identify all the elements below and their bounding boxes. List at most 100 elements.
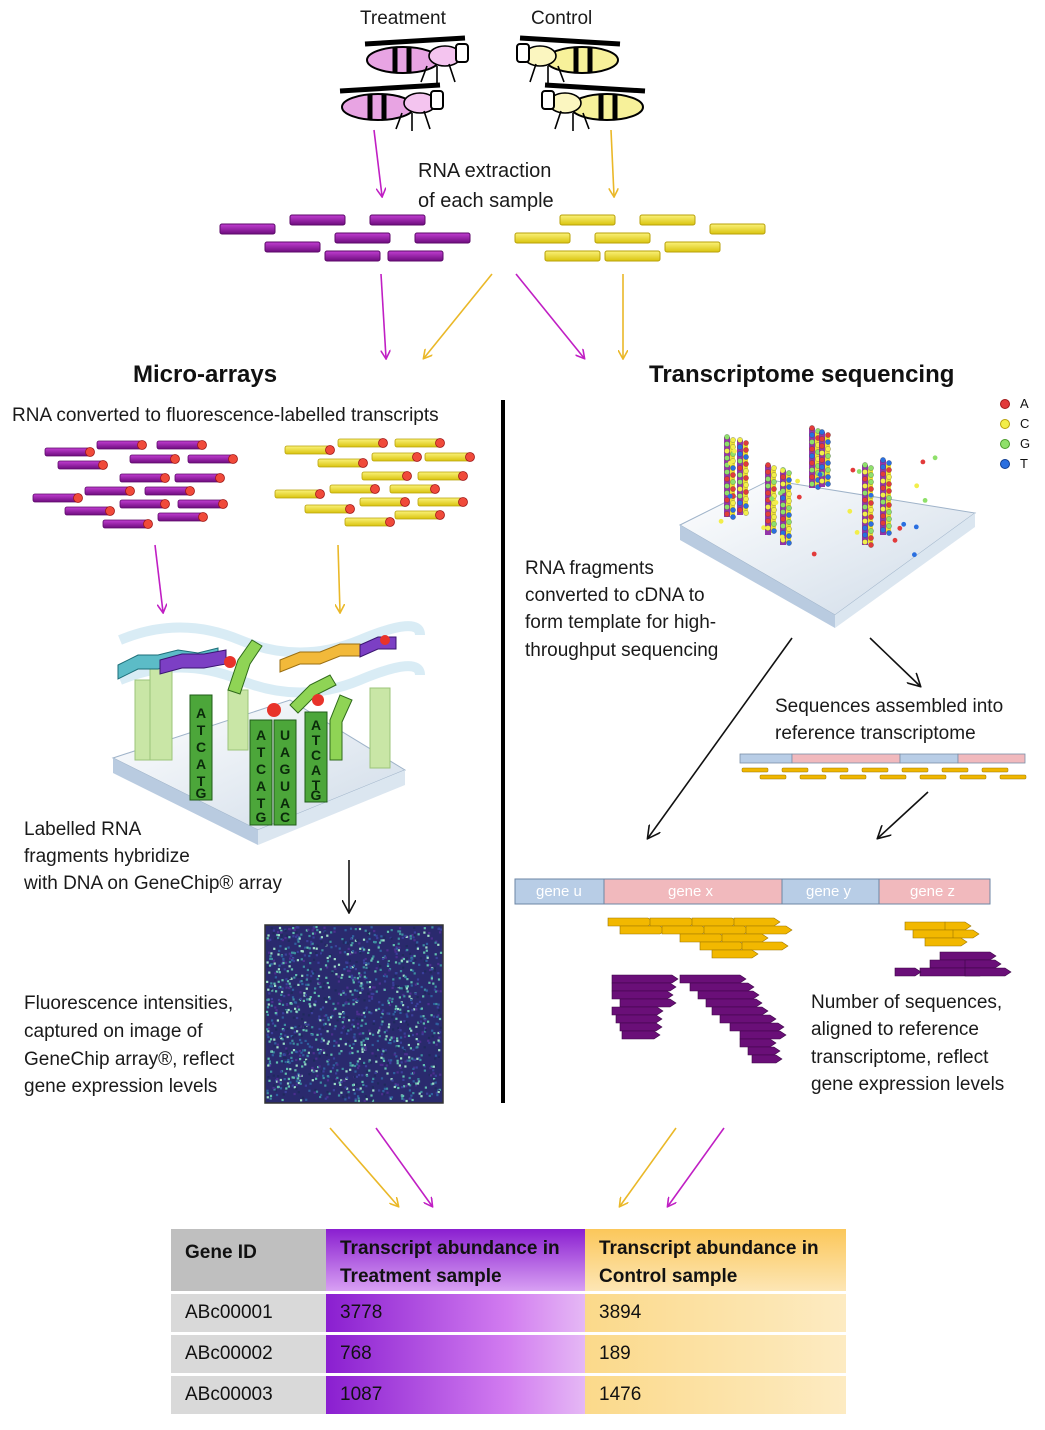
probe-letter-column-mid: G xyxy=(256,809,267,825)
gene-x-label: gene x xyxy=(668,883,714,900)
treatment-flies xyxy=(339,35,469,131)
assembled-text-2: reference transcriptome xyxy=(775,723,976,744)
assembled-text-1: Sequences assembled into xyxy=(775,696,1004,717)
hybridize-text-1: Labelled RNA xyxy=(24,819,142,840)
gene-reference-bar xyxy=(514,878,991,905)
arrow xyxy=(648,637,793,838)
probe-letter-column-mid2: A xyxy=(280,744,290,760)
probe-letter: U xyxy=(280,727,290,743)
legend-item-t: T xyxy=(1000,454,1030,474)
probe-letter-column-mid: T xyxy=(257,795,266,811)
fragments-text-4: throughput sequencing xyxy=(525,640,719,661)
header-control: Transcript abundance in Control sample xyxy=(585,1229,846,1291)
probe-letter: A xyxy=(256,727,266,743)
hybridize-text-2: fragments hybridize xyxy=(24,846,190,867)
legend-dot xyxy=(1000,399,1010,409)
probe-letter-column-right: A xyxy=(311,762,321,778)
table-row: ABc00003 1087 1476 xyxy=(171,1376,846,1414)
genechip-illustration xyxy=(111,621,425,845)
arrow xyxy=(373,129,382,196)
cell-control: 1476 xyxy=(585,1376,846,1414)
microarray-heading: Micro-arrays xyxy=(133,361,278,388)
legend-item-c: C xyxy=(1000,414,1030,434)
intensities-text-2: captured on image of xyxy=(24,1021,203,1042)
probe-letter-column-mid2: C xyxy=(280,809,290,825)
arrow xyxy=(329,1127,398,1206)
table-row: ABc00001 3778 3894 xyxy=(171,1294,846,1332)
probe-letter: A xyxy=(280,744,290,760)
treatment-label: Treatment xyxy=(360,8,446,29)
gene-u-block xyxy=(514,878,605,905)
fragments-text-1: RNA fragments xyxy=(525,558,654,579)
legend-dot xyxy=(1000,459,1010,469)
legend-item-g: G xyxy=(1000,434,1030,454)
probe-letter-column-right: G xyxy=(311,787,322,803)
probe-letter: T xyxy=(197,773,206,789)
intensities-text-3: GeneChip array®, reflect xyxy=(24,1049,235,1070)
header-control-line-2: Control sample xyxy=(599,1266,738,1287)
probe-letter-column-right: A xyxy=(311,717,321,733)
aligned-text-1: Number of sequences, xyxy=(811,992,1003,1013)
table-row: ABc00002 768 189 xyxy=(171,1335,846,1373)
legend-item-a: A xyxy=(1000,394,1030,414)
arrow xyxy=(668,1127,725,1206)
probe-letter: T xyxy=(197,722,206,738)
intensities-text-1: Fluorescence intensities, xyxy=(24,993,234,1014)
gene-x-block xyxy=(603,878,783,905)
aligned-reads xyxy=(607,917,1012,1064)
hybridize-text-3: with DNA on GeneChip® array xyxy=(24,873,282,894)
arrow xyxy=(515,273,584,358)
probe-letter-column-right: T xyxy=(312,732,321,748)
probe-letter: G xyxy=(280,761,291,777)
treatment-rna-fragments xyxy=(219,214,471,262)
probe-letter: T xyxy=(257,744,266,760)
probe-letter: T xyxy=(312,732,321,748)
cell-gene-id: ABc00002 xyxy=(171,1335,326,1373)
cell-control: 3894 xyxy=(585,1294,846,1332)
aligned-text-3: transcriptome, reflect xyxy=(811,1047,989,1068)
probe-letter: A xyxy=(311,717,321,733)
legend-dot xyxy=(1000,439,1010,449)
probe-letter: T xyxy=(257,795,266,811)
extraction-label-1: RNA extraction xyxy=(418,160,552,182)
legend-label: C xyxy=(1020,416,1030,431)
gene-z-block xyxy=(878,878,991,905)
header-treatment-line-1: Transcript abundance in xyxy=(340,1238,560,1259)
fragments-text-3: form template for high- xyxy=(525,612,717,633)
probe-letter-column-mid2: A xyxy=(280,795,290,811)
aligned-text-4: gene expression levels xyxy=(811,1074,1005,1095)
header-gene-id: Gene ID xyxy=(171,1229,326,1291)
fly-icon xyxy=(364,35,469,84)
cell-gene-id: ABc00001 xyxy=(171,1294,326,1332)
probe-letter: G xyxy=(256,809,267,825)
probe-letter: C xyxy=(256,761,266,777)
legend-label: T xyxy=(1020,456,1028,471)
probe-letter: A xyxy=(311,762,321,778)
legend-dot xyxy=(1000,419,1010,429)
arrow xyxy=(620,1127,677,1206)
probe-letter-column-mid: A xyxy=(256,778,266,794)
arrow xyxy=(380,273,386,358)
fly-icon xyxy=(339,82,444,131)
reference-transcriptome-mini xyxy=(739,753,1027,780)
expression-table: Gene ID Transcript abundance in Treatmen… xyxy=(171,1226,846,1417)
probe-letter-column-mid: C xyxy=(256,761,266,777)
probe-letter-column-mid: T xyxy=(257,744,266,760)
probe-letter-column-left: T xyxy=(197,722,206,738)
gene-u-label: gene u xyxy=(536,883,582,900)
cell-treatment: 768 xyxy=(326,1335,585,1373)
probe-letter-column-mid2: U xyxy=(280,778,290,794)
probe-letter-column-mid2: U xyxy=(280,727,290,743)
cell-gene-id: ABc00003 xyxy=(171,1376,326,1414)
aligned-text-2: aligned to reference xyxy=(811,1019,979,1040)
probe-letter: C xyxy=(280,809,290,825)
probe-letter-column-right: C xyxy=(311,747,321,763)
header-treatment: Transcript abundance in Treatment sample xyxy=(326,1229,585,1291)
gene-z-label: gene z xyxy=(910,883,956,900)
probe-letter-column-mid2: G xyxy=(280,761,291,777)
nucleotide-legend: A C G T xyxy=(1000,394,1030,474)
legend-label: G xyxy=(1020,436,1031,451)
probe-letter: C xyxy=(311,747,321,763)
gene-y-label: gene y xyxy=(806,883,852,900)
labelled-transcripts-treatment xyxy=(32,440,238,529)
